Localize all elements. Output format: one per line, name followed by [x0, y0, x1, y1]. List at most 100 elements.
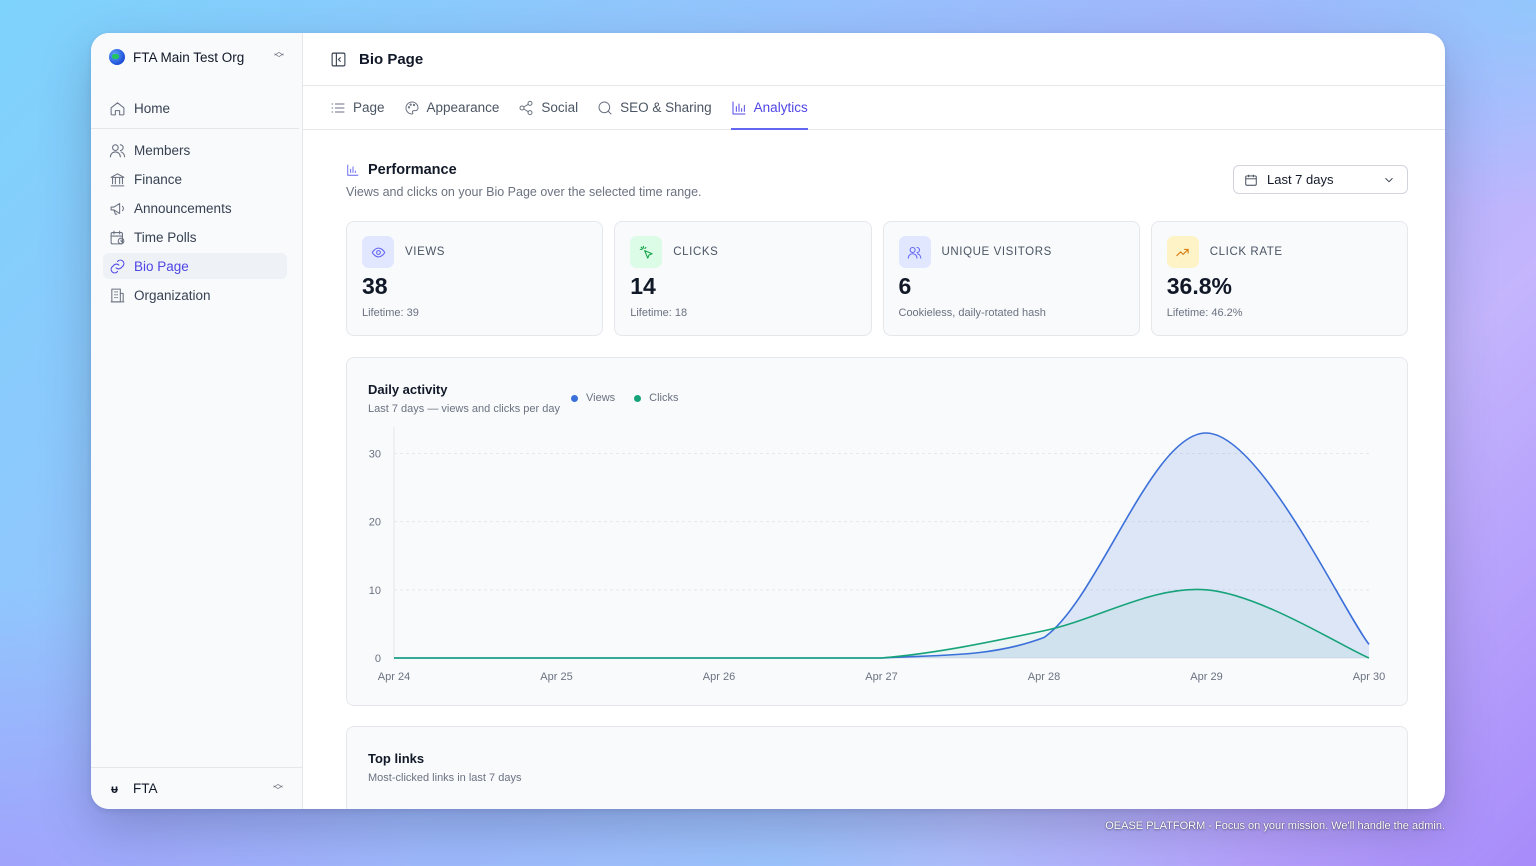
building-icon	[110, 288, 125, 302]
sidebar-item-label: Home	[134, 100, 171, 116]
account-name: FTA	[133, 781, 158, 796]
stat-value: 36.8%	[1166, 273, 1232, 299]
time-range-value: Last 7 days	[1267, 172, 1334, 187]
section-title: Performance	[368, 162, 457, 178]
sidebar: FTA Main Test Org ︿ ﹀ Home Members Financ…	[91, 33, 303, 809]
stat-label: CLICKS	[673, 246, 719, 258]
legend-label: Views	[586, 392, 616, 404]
performance-header: Performance Views and clicks on your Bio…	[346, 162, 1408, 199]
chart-header: Daily activity Last 7 days — views and c…	[368, 382, 560, 415]
stat-label: UNIQUE VISITORS	[941, 246, 1052, 258]
chart-subtitle: Last 7 days — views and clicks per day	[368, 403, 560, 415]
org-switcher[interactable]: FTA Main Test Org ︿ ﹀	[109, 47, 285, 67]
x-tick-label: Apr 28	[1028, 671, 1060, 683]
share-icon	[519, 100, 533, 115]
platform-caption: OEASE PLATFORM - Focus on your mission. …	[1105, 820, 1445, 832]
tab-page[interactable]: Page	[330, 86, 385, 129]
sidebar-item-label: Announcements	[134, 200, 232, 216]
calendar-clock-icon	[110, 230, 125, 244]
sidebar-item-finance[interactable]: Finance	[103, 166, 287, 192]
sidebar-item-label: Time Polls	[134, 229, 197, 245]
users-icon	[109, 143, 126, 157]
series-area-views	[394, 432, 1369, 658]
home-icon	[110, 101, 125, 115]
tab-label: Page	[353, 100, 385, 115]
stat-card-unique-visitors: UNIQUE VISITORS 6 Cookieless, daily-rota…	[882, 221, 1140, 336]
stat-value: 14	[630, 273, 656, 299]
bar-chart-icon	[347, 164, 359, 176]
y-tick-label: 20	[369, 517, 381, 529]
bank-icon	[110, 172, 125, 186]
cursor-click-icon	[630, 236, 663, 268]
chart-title: Daily activity	[368, 382, 448, 397]
divider	[91, 128, 299, 129]
y-tick-label: 30	[369, 448, 381, 460]
tab-social[interactable]: Social	[518, 86, 578, 129]
sidebar-toggle-icon[interactable]	[330, 51, 347, 68]
tab-label: Social	[541, 100, 579, 115]
list-icon	[331, 103, 345, 112]
stat-note: Lifetime: 18	[630, 307, 688, 319]
daily-activity-chart: 0 10 20 30 Apr 24 Apr 25 Apr 26 Apr 27 Apr 28 Apr…	[369, 427, 1385, 683]
legend-item-views: Views	[571, 392, 615, 404]
x-tick-label: Apr 29	[1190, 671, 1222, 683]
stat-card-click-rate: CLICK RATE 36.8% Lifetime: 46.2%	[1150, 221, 1408, 336]
stat-value: 6	[898, 273, 912, 299]
x-tick-label: Apr 27	[865, 671, 897, 683]
trending-up-icon	[1166, 236, 1199, 268]
tab-appearance[interactable]: Appearance	[404, 86, 500, 129]
bar-chart-icon	[732, 101, 746, 114]
stat-note: Lifetime: 46.2%	[1166, 307, 1243, 319]
main-content: Bio Page Page Appearance Social SEO & Sh…	[303, 33, 1445, 809]
legend-swatch	[634, 394, 642, 402]
sidebar-item-label: Bio Page	[134, 258, 189, 274]
top-links-title: Top links	[368, 751, 425, 766]
tab-label: Analytics	[753, 100, 808, 115]
daily-activity-card: 0 10 20 30 Apr 24 Apr 25 Apr 26 Apr 27 Apr 28 Apr…	[346, 357, 1408, 706]
stat-label: CLICK RATE	[1209, 246, 1283, 258]
tab-analytics[interactable]: Analytics	[730, 86, 808, 130]
sidebar-item-announcements[interactable]: Announcements	[103, 195, 287, 221]
series-line-clicks	[393, 588, 1370, 659]
legend-item-clicks: Clicks	[634, 392, 679, 404]
x-tick-label: Apr 24	[378, 671, 410, 683]
users-icon	[898, 236, 931, 268]
tab-seo-sharing[interactable]: SEO & Sharing	[597, 86, 712, 129]
sidebar-item-organization[interactable]: Organization	[103, 282, 287, 308]
legend-swatch	[571, 394, 578, 402]
account-switcher[interactable]: ᵾ FTA ︿ ﹀	[91, 767, 302, 809]
legend-label: Clicks	[649, 392, 679, 404]
fta-logo-icon: ᵾ	[111, 781, 118, 796]
link-icon	[110, 259, 125, 273]
sidebar-item-home[interactable]: Home	[103, 95, 287, 121]
org-name: FTA Main Test Org	[133, 49, 245, 65]
stats-row: VIEWS 38 Lifetime: 39 CLICKS 14 Lifetime…	[346, 221, 1408, 336]
stat-label: VIEWS	[405, 246, 446, 258]
header-bar: Bio Page	[303, 33, 1445, 86]
tab-label: Appearance	[426, 100, 500, 115]
sidebar-item-time-polls[interactable]: Time Polls	[103, 224, 287, 250]
chart-legend: Views Clicks	[571, 392, 679, 404]
chevron-updown-icon: ︿ ﹀	[274, 47, 284, 65]
time-range-select[interactable]: Last 7 days	[1233, 165, 1408, 194]
stat-card-clicks: CLICKS 14 Lifetime: 18	[614, 221, 872, 336]
eye-icon	[362, 236, 394, 268]
stat-note: Lifetime: 39	[362, 307, 419, 319]
series-area-clicks	[394, 589, 1369, 658]
sidebar-nav: Home Members Finance Announcements Time …	[91, 95, 299, 311]
stat-card-views: VIEWS 38 Lifetime: 39	[346, 221, 604, 336]
tab-bar: Page Appearance Social SEO & Sharing Ana…	[303, 86, 1445, 130]
calendar-icon	[1245, 174, 1257, 186]
sidebar-item-label: Finance	[134, 171, 183, 187]
y-tick-label: 0	[375, 653, 381, 665]
analytics-panel: Performance Views and clicks on your Bio…	[346, 162, 1408, 809]
y-tick-label: 10	[369, 585, 381, 597]
sidebar-item-bio-page[interactable]: Bio Page	[103, 253, 287, 279]
chevron-down-icon	[1385, 177, 1393, 182]
palette-icon	[405, 101, 419, 114]
sidebar-item-members[interactable]: Members	[103, 137, 287, 163]
sidebar-item-label: Members	[134, 142, 191, 158]
search-icon	[598, 101, 612, 114]
performance-subtitle: Views and clicks on your Bio Page over t…	[346, 185, 702, 199]
x-tick-label: Apr 30	[1353, 671, 1385, 683]
